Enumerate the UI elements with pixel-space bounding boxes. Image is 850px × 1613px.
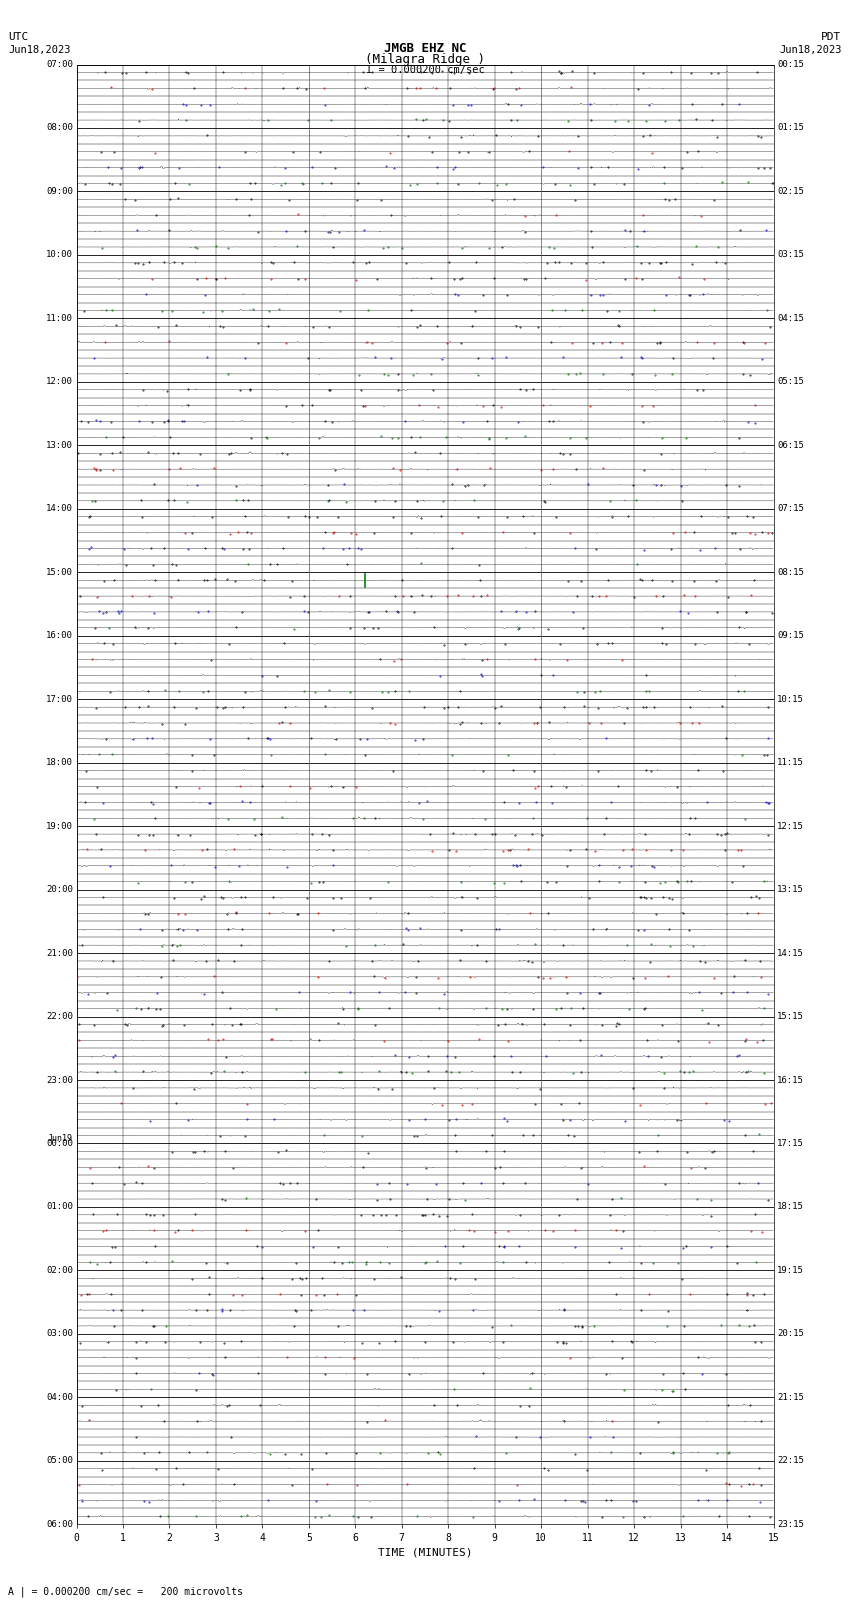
Text: 12:15: 12:15 bbox=[777, 821, 804, 831]
Text: 23:00: 23:00 bbox=[46, 1076, 73, 1084]
Text: 02:00: 02:00 bbox=[46, 1266, 73, 1274]
Text: (Milagra Ridge ): (Milagra Ridge ) bbox=[365, 53, 485, 66]
Text: 00:00: 00:00 bbox=[46, 1139, 73, 1148]
Text: 08:00: 08:00 bbox=[46, 124, 73, 132]
Text: 15:15: 15:15 bbox=[777, 1011, 804, 1021]
Text: 01:15: 01:15 bbox=[777, 124, 804, 132]
Text: 18:00: 18:00 bbox=[46, 758, 73, 768]
Text: 04:15: 04:15 bbox=[777, 315, 804, 323]
Text: 21:00: 21:00 bbox=[46, 948, 73, 958]
Text: 17:00: 17:00 bbox=[46, 695, 73, 703]
Text: 06:15: 06:15 bbox=[777, 440, 804, 450]
Text: 16:00: 16:00 bbox=[46, 631, 73, 640]
Text: 07:15: 07:15 bbox=[777, 505, 804, 513]
Text: 12:00: 12:00 bbox=[46, 377, 73, 387]
Text: 05:15: 05:15 bbox=[777, 377, 804, 387]
Text: 11:15: 11:15 bbox=[777, 758, 804, 768]
Text: 10:15: 10:15 bbox=[777, 695, 804, 703]
Text: 04:00: 04:00 bbox=[46, 1394, 73, 1402]
Text: 14:00: 14:00 bbox=[46, 505, 73, 513]
Text: UTC: UTC bbox=[8, 32, 29, 42]
Text: 03:00: 03:00 bbox=[46, 1329, 73, 1339]
Text: 22:15: 22:15 bbox=[777, 1457, 804, 1465]
Text: Jun19: Jun19 bbox=[48, 1134, 73, 1144]
X-axis label: TIME (MINUTES): TIME (MINUTES) bbox=[377, 1547, 473, 1558]
Text: 17:15: 17:15 bbox=[777, 1139, 804, 1148]
Text: 22:00: 22:00 bbox=[46, 1011, 73, 1021]
Text: Jun18,2023: Jun18,2023 bbox=[779, 45, 842, 55]
Text: 01:00: 01:00 bbox=[46, 1202, 73, 1211]
Text: 20:15: 20:15 bbox=[777, 1329, 804, 1339]
Text: 16:15: 16:15 bbox=[777, 1076, 804, 1084]
Text: 09:15: 09:15 bbox=[777, 631, 804, 640]
Text: 14:15: 14:15 bbox=[777, 948, 804, 958]
Text: 02:15: 02:15 bbox=[777, 187, 804, 195]
Text: 21:15: 21:15 bbox=[777, 1394, 804, 1402]
Text: 13:00: 13:00 bbox=[46, 440, 73, 450]
Text: 10:00: 10:00 bbox=[46, 250, 73, 260]
Text: 06:00: 06:00 bbox=[46, 1519, 73, 1529]
Text: 07:00: 07:00 bbox=[46, 60, 73, 69]
Text: 23:15: 23:15 bbox=[777, 1519, 804, 1529]
Text: 00:15: 00:15 bbox=[777, 60, 804, 69]
Text: 18:15: 18:15 bbox=[777, 1202, 804, 1211]
Text: A | = 0.000200 cm/sec =   200 microvolts: A | = 0.000200 cm/sec = 200 microvolts bbox=[8, 1586, 243, 1597]
Text: PDT: PDT bbox=[821, 32, 842, 42]
Text: I = 0.000200 cm/sec: I = 0.000200 cm/sec bbox=[366, 65, 484, 74]
Text: 05:00: 05:00 bbox=[46, 1457, 73, 1465]
Text: 13:15: 13:15 bbox=[777, 886, 804, 894]
Text: 19:15: 19:15 bbox=[777, 1266, 804, 1274]
Text: 20:00: 20:00 bbox=[46, 886, 73, 894]
Text: 15:00: 15:00 bbox=[46, 568, 73, 577]
Text: JMGB EHZ NC: JMGB EHZ NC bbox=[383, 42, 467, 55]
Text: 09:00: 09:00 bbox=[46, 187, 73, 195]
Text: 19:00: 19:00 bbox=[46, 821, 73, 831]
Text: 03:15: 03:15 bbox=[777, 250, 804, 260]
Text: Jun18,2023: Jun18,2023 bbox=[8, 45, 71, 55]
Text: 11:00: 11:00 bbox=[46, 315, 73, 323]
Text: 08:15: 08:15 bbox=[777, 568, 804, 577]
